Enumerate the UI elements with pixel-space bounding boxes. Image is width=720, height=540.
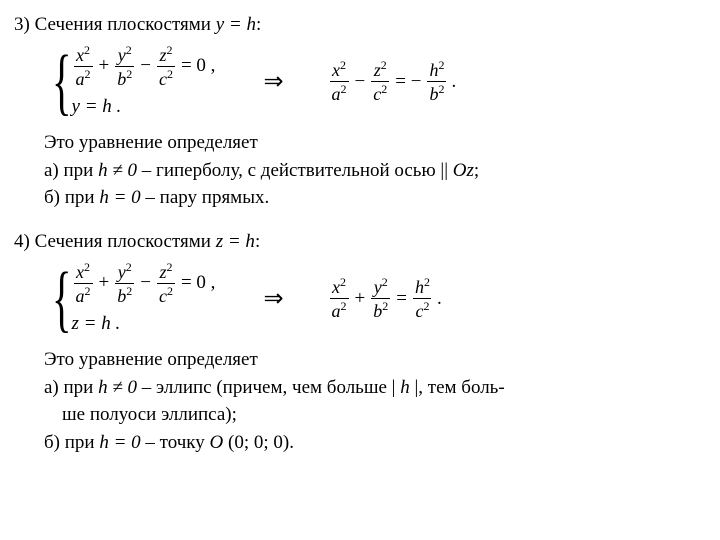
system4-line1: x2a2 + y2b2 − z2c2 = 0 , [72, 261, 220, 306]
rn4h: h [415, 277, 424, 297]
period4: . [437, 286, 442, 312]
rd4a: a [332, 301, 341, 321]
heading-suffix: : [256, 14, 261, 35]
section3-equation-row: { x2a2 + y2b2 − z2c2 = 0 , y = h . ⇒ x2a… [44, 44, 706, 120]
eq-zero: = 0 , [181, 53, 215, 79]
d4a: a [76, 286, 85, 306]
frac4-y2b2: y2b2 [115, 261, 134, 306]
a4-h: h [400, 377, 410, 398]
frac4r-h2c2: h2c2 [413, 276, 432, 321]
heading-suffix4: : [255, 231, 260, 252]
section3-system: { x2a2 + y2b2 − z2c2 = 0 , y = h . [44, 44, 219, 120]
system-line1: x2a2 + y2b2 − z2c2 = 0 , [72, 44, 220, 89]
a-post: – гиперболу, с действительной осью || [137, 160, 453, 181]
system-line2: y = h . [72, 94, 220, 120]
section3-result: x2a2 − z2c2 = − h2b2 . [328, 59, 457, 104]
frac4-x2a2: x2a2 [74, 261, 93, 306]
b-pre: б) при [44, 187, 99, 208]
a4-cond: h ≠ 0 [98, 377, 137, 398]
section4-heading: 4) Сечения плоскостями z = h: [14, 229, 706, 255]
a4-pre: а) при [44, 377, 98, 398]
n4x: x [76, 262, 84, 282]
a4-post2: |, тем боль- [410, 377, 505, 398]
period: . [451, 69, 456, 95]
frac-y2b2: y2b2 [115, 44, 134, 89]
section4-item-a: а) при h ≠ 0 – эллипс (причем, чем больш… [14, 375, 706, 401]
a-cond: h ≠ 0 [98, 160, 137, 181]
section3-heading: 3) Сечения плоскостями y = h: [14, 12, 706, 38]
b4-pre: б) при [44, 432, 99, 453]
b-cond: h = 0 [99, 187, 140, 208]
n4y: y [118, 262, 126, 282]
rn4x: x [332, 277, 340, 297]
den-c: c [159, 69, 167, 89]
num-y: y [118, 45, 126, 65]
a-end: ; [474, 160, 479, 181]
a-pre: а) при [44, 160, 98, 181]
section4-system: { x2a2 + y2b2 − z2c2 = 0 , z = h . [44, 261, 219, 337]
section4-item-b: б) при h = 0 – точку O (0; 0; 0). [14, 430, 706, 456]
b4-post: – точку [141, 432, 210, 453]
system-column4: x2a2 + y2b2 − z2c2 = 0 , z = h . [72, 261, 220, 337]
rd4b: b [373, 301, 382, 321]
brace-icon: { [52, 45, 72, 119]
b4-cond: h = 0 [99, 432, 140, 453]
frac4r-x2a2: x2a2 [330, 276, 349, 321]
section3-after: Это уравнение определяет [14, 130, 706, 156]
system-column: x2a2 + y2b2 − z2c2 = 0 , y = h . [72, 44, 220, 120]
den-b: b [117, 69, 126, 89]
a4-post: – эллипс (причем, чем больше | [137, 377, 400, 398]
implies-icon: ⇒ [263, 283, 283, 315]
system4-line2: z = h . [72, 311, 220, 337]
heading-var: y = h [216, 14, 256, 35]
section4-equation-row: { x2a2 + y2b2 − z2c2 = 0 , z = h . ⇒ x2a… [44, 261, 706, 337]
frac-r-h2b2: h2b2 [427, 59, 446, 104]
implies-icon: ⇒ [263, 66, 283, 98]
heading-text: 3) Сечения плоскостями [14, 14, 216, 35]
frac-z2c2: z2c2 [157, 44, 175, 89]
frac4-z2c2: z2c2 [157, 261, 175, 306]
frac-r-x2a2: x2a2 [330, 59, 349, 104]
num-x: x [76, 45, 84, 65]
eq4-zero: = 0 , [181, 270, 215, 296]
den-a: a [76, 69, 85, 89]
rnum-x: x [332, 60, 340, 80]
heading-var4: z = h [216, 231, 255, 252]
section3-item-b: б) при h = 0 – пару прямых. [14, 185, 706, 211]
frac-r-z2c2: z2c2 [371, 59, 389, 104]
section4-after: Это уравнение определяет [14, 347, 706, 373]
brace-icon: { [52, 262, 72, 336]
frac4r-y2b2: y2b2 [371, 276, 390, 321]
section4-item-a-cont: ше полуоси эллипса); [14, 402, 706, 428]
heading-text4: 4) Сечения плоскостями [14, 231, 216, 252]
rden-a: a [332, 84, 341, 104]
b4-pt: O [210, 432, 224, 453]
d4c: c [159, 286, 167, 306]
d4b: b [117, 286, 126, 306]
rn4y: y [374, 277, 382, 297]
b-post: – пару прямых. [141, 187, 270, 208]
section3-item-a: а) при h ≠ 0 – гиперболу, с действительн… [14, 158, 706, 184]
a-axis: Oz [453, 160, 474, 181]
section4-result: x2a2 + y2b2 = h2c2 . [328, 276, 442, 321]
rnum-z: z [374, 60, 381, 80]
b4-coords: (0; 0; 0). [223, 432, 294, 453]
frac-x2a2: x2a2 [74, 44, 93, 89]
